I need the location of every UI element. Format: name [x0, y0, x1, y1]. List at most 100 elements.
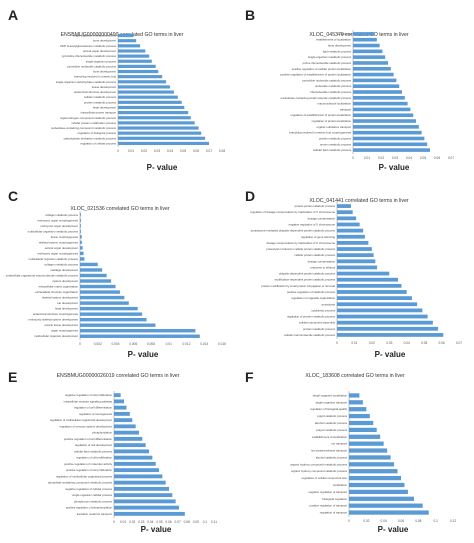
bar	[349, 434, 381, 439]
bar	[114, 430, 139, 435]
bar	[80, 251, 84, 256]
bar	[353, 125, 419, 129]
x-tick-label: 0.006	[129, 342, 137, 346]
bar	[118, 59, 152, 63]
category-label: intracellular protein transport	[81, 111, 117, 115]
bar	[114, 499, 176, 504]
bar	[349, 469, 398, 474]
x-tick-label: 0.04	[404, 341, 410, 345]
x-tick-label: 0.06	[398, 519, 404, 523]
bar	[337, 283, 402, 288]
category-label: muscle tissue development	[44, 323, 78, 327]
bar	[337, 326, 439, 331]
category-label: modification-dependent protein catabolic…	[274, 278, 335, 282]
category-label: organic substance transport	[316, 125, 351, 129]
category-label: multicellular organism catabolic process	[29, 257, 79, 261]
bar	[349, 503, 423, 508]
bar	[80, 224, 81, 228]
x-tick-label: 0.04	[381, 519, 387, 523]
bar	[118, 44, 141, 48]
category-label: cellular component assembly	[299, 321, 336, 325]
x-tick-label: 0.04	[406, 156, 412, 160]
category-label: protein-protein catabolic process	[295, 204, 336, 208]
category-label: multicellular organismal macromolecule m…	[6, 274, 79, 278]
category-label: tissue development	[92, 85, 116, 89]
category-label: embryonic organ morphogenesis	[37, 251, 78, 255]
bar	[349, 510, 429, 515]
category-label: pyrimidine nucleotide catabolic process	[302, 78, 351, 82]
x-tick-label: 0.07	[175, 520, 181, 524]
bar	[114, 405, 127, 410]
x-tick-label: 0.02	[129, 520, 135, 524]
category-label: organic hydroxy compound catabolic proce…	[291, 469, 348, 473]
category-label: regulation of cell differentiation	[74, 406, 112, 410]
category-label: phosphorus metabolic process	[74, 499, 113, 503]
bar	[353, 136, 425, 141]
bar	[118, 39, 137, 43]
panel-label: C	[8, 188, 18, 204]
x-tick-label: 0	[113, 520, 115, 524]
category-label: proteolysis involved in cellular protein…	[266, 247, 335, 251]
bar	[353, 130, 422, 135]
category-label: multicellular organism development	[34, 334, 78, 338]
category-label: macromolecule localization	[317, 102, 351, 106]
category-label: lipid metabolic process	[323, 49, 352, 53]
bar	[118, 69, 159, 74]
bar	[337, 308, 423, 313]
bar	[80, 317, 147, 322]
category-label: phosphorylation	[92, 431, 112, 435]
category-label: pyrimidine nucleotide catabolic process	[67, 64, 116, 68]
bar	[118, 100, 182, 104]
category-label: proteolysis	[322, 302, 336, 306]
bar	[114, 436, 143, 441]
category-label: ear development	[57, 301, 78, 305]
category-label: collagen metabolic process	[44, 262, 78, 266]
category-label: nucleobase-containing compound metabolic…	[51, 126, 117, 130]
panel-f: F XLOC_183608 correlated GO terms in live…	[237, 362, 474, 543]
bar	[80, 229, 81, 234]
bar	[337, 290, 407, 294]
category-label: positive regulation of catabolic process	[287, 290, 336, 294]
category-label: collagen catabolic process	[45, 213, 78, 217]
bar	[118, 111, 189, 115]
category-label: anatomical structure morphogenesis	[33, 312, 79, 316]
category-label: regulation of biological process	[78, 131, 117, 135]
category-label: regulation of cell proliferation	[76, 456, 112, 460]
bar	[80, 240, 82, 245]
bar	[349, 420, 374, 426]
x-tick-label: 0	[348, 519, 350, 523]
bar	[353, 43, 380, 48]
category-label: cellular protein modification process	[72, 121, 117, 125]
category-label: single-organism transport	[315, 400, 347, 404]
category-label: branching involved in ureteric bud	[74, 75, 116, 79]
bar	[114, 424, 136, 429]
category-label: establishment of localization	[312, 435, 347, 439]
bar	[337, 265, 378, 270]
bar	[114, 493, 173, 498]
bar	[118, 131, 202, 135]
bar	[114, 449, 149, 454]
category-label: branching involved in ureteric bud morph…	[289, 131, 351, 135]
x-axis-label: P- value	[375, 350, 406, 359]
category-label: dosage compensation	[308, 259, 336, 263]
category-label: skeletal system development	[42, 296, 78, 300]
category-label: head development	[55, 307, 78, 311]
bar	[349, 427, 377, 433]
x-axis-label: P- value	[147, 163, 178, 172]
bar	[353, 72, 394, 77]
panel-label: E	[8, 369, 17, 385]
bar	[114, 511, 185, 516]
category-label: heart development	[93, 105, 116, 109]
bar	[114, 411, 130, 416]
x-tick-label: 0.08	[219, 149, 225, 153]
category-label: embryonic organ development	[40, 224, 78, 228]
x-tick-label: 0.08	[184, 520, 190, 524]
bar	[349, 448, 388, 453]
category-label: negative regulation of X chromosome	[289, 222, 336, 226]
bar	[349, 489, 408, 495]
x-tick-label: 0.01	[351, 341, 357, 345]
bar	[114, 455, 153, 460]
category-label: negative regulation of transport	[308, 490, 347, 494]
panel-label: B	[245, 7, 255, 23]
